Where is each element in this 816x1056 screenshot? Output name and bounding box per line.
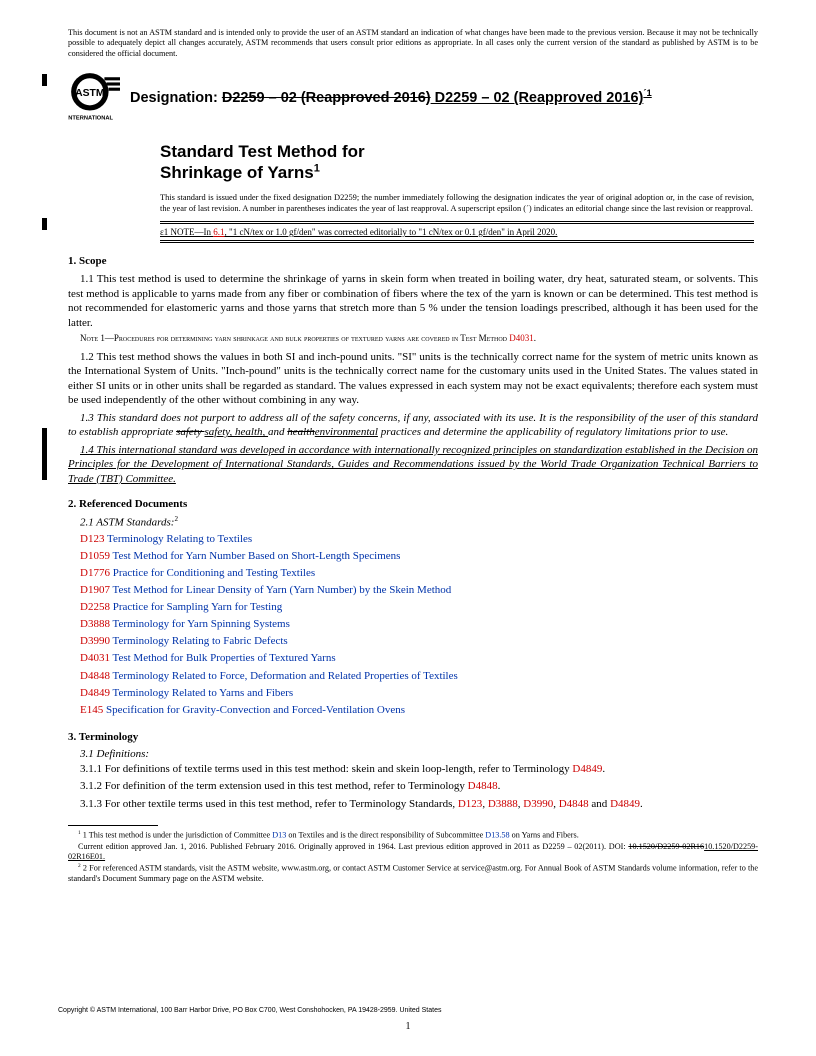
reference-item[interactable]: D1907 Test Method for Linear Density of … bbox=[80, 582, 758, 599]
ref-title[interactable]: Test Method for Yarn Number Based on Sho… bbox=[110, 550, 401, 562]
footnote-1: 1 1 This test method is under the jurisd… bbox=[68, 830, 758, 841]
ref-link[interactable]: 6.1 bbox=[213, 227, 224, 237]
para-1-3: 1.3 This standard does not purport to ad… bbox=[68, 411, 758, 440]
section-2-sub: 2.1 ASTM Standards:2 bbox=[68, 515, 758, 529]
ref-title[interactable]: Terminology Relating to Fabric Defects bbox=[110, 635, 288, 647]
svg-text:INTERNATIONAL: INTERNATIONAL bbox=[68, 115, 113, 121]
reference-item[interactable]: D1059 Test Method for Yarn Number Based … bbox=[80, 548, 758, 565]
designation-epsilon: ´1 bbox=[643, 87, 651, 98]
ref-link[interactable]: D4848 bbox=[559, 798, 589, 810]
ref-code[interactable]: D4849 bbox=[80, 687, 110, 699]
page-number: 1 bbox=[0, 1021, 816, 1032]
ref-title[interactable]: Specification for Gravity-Convection and… bbox=[103, 704, 405, 716]
para-3-1-2: 3.1.2 For definition of the term extensi… bbox=[68, 779, 758, 794]
reference-item[interactable]: D4031 Test Method for Bulk Properties of… bbox=[80, 650, 758, 667]
footnote-2: 2 2 For referenced ASTM standards, visit… bbox=[68, 863, 758, 885]
para-1-2: 1.2 This test method shows the values in… bbox=[68, 350, 758, 408]
ref-title[interactable]: Practice for Sampling Yarn for Testing bbox=[110, 601, 282, 613]
para-1-1: 1.1 This test method is used to determin… bbox=[68, 272, 758, 330]
ref-code[interactable]: D3888 bbox=[80, 618, 110, 630]
ref-link[interactable]: D4031 bbox=[509, 333, 534, 343]
change-bar bbox=[42, 74, 47, 86]
ref-title[interactable]: Terminology Related to Yarns and Fibers bbox=[110, 687, 293, 699]
ref-title[interactable]: Practice for Conditioning and Testing Te… bbox=[110, 567, 315, 579]
svg-text:ASTM: ASTM bbox=[75, 88, 104, 99]
ref-code[interactable]: D123 bbox=[80, 533, 104, 545]
ref-title[interactable]: Terminology Relating to Textiles bbox=[104, 533, 252, 545]
ref-title[interactable]: Test Method for Bulk Properties of Textu… bbox=[110, 652, 336, 664]
ref-link[interactable]: D4849 bbox=[610, 798, 640, 810]
title-line2: Shrinkage of Yarns1 bbox=[160, 162, 758, 183]
designation-label: Designation: bbox=[130, 90, 222, 106]
ref-title[interactable]: Terminology for Yarn Spinning Systems bbox=[110, 618, 290, 630]
reference-item[interactable]: D3888 Terminology for Yarn Spinning Syst… bbox=[80, 616, 758, 633]
section-2-head: 2. Referenced Documents bbox=[68, 498, 758, 510]
disclaimer-text: This document is not an ASTM standard an… bbox=[68, 28, 758, 59]
reference-item[interactable]: E145 Specification for Gravity-Convectio… bbox=[80, 702, 758, 719]
footnote-1b: Current edition approved Jan. 1, 2016. P… bbox=[68, 842, 758, 863]
ref-code[interactable]: D4848 bbox=[80, 670, 110, 682]
header-row: ASTM INTERNATIONAL Designation: D2259 – … bbox=[68, 71, 758, 123]
epsilon-note: ε1 NOTE—In 6.1, "1 cN/tex or 1.0 gf/den"… bbox=[160, 221, 754, 243]
change-bar bbox=[42, 218, 47, 230]
ref-code[interactable]: D3990 bbox=[80, 635, 110, 647]
reference-item[interactable]: D4848 Terminology Related to Force, Defo… bbox=[80, 668, 758, 685]
section-1-head: 1. Scope bbox=[68, 255, 758, 267]
ref-code[interactable]: D4031 bbox=[80, 652, 110, 664]
ref-code[interactable]: D1059 bbox=[80, 550, 110, 562]
ref-link[interactable]: D13.58 bbox=[485, 831, 509, 840]
reference-item[interactable]: D3990 Terminology Relating to Fabric Def… bbox=[80, 633, 758, 650]
ref-title[interactable]: Terminology Related to Force, Deformatio… bbox=[110, 670, 458, 682]
copyright-text: Copyright © ASTM International, 100 Barr… bbox=[58, 1007, 442, 1014]
designation-underline: D2259 – 02 (Reapproved 2016) bbox=[431, 90, 644, 106]
section-3-sub: 3.1 Definitions: bbox=[68, 748, 758, 760]
para-1-4: 1.4 This international standard was deve… bbox=[68, 443, 758, 487]
ref-link[interactable]: D4849 bbox=[572, 763, 602, 775]
ref-code[interactable]: D1907 bbox=[80, 584, 110, 596]
reference-item[interactable]: D123 Terminology Relating to Textiles bbox=[80, 531, 758, 548]
ref-link[interactable]: D123 bbox=[458, 798, 482, 810]
astm-logo: ASTM INTERNATIONAL bbox=[68, 71, 120, 123]
reference-item[interactable]: D4849 Terminology Related to Yarns and F… bbox=[80, 685, 758, 702]
reference-item[interactable]: D1776 Practice for Conditioning and Test… bbox=[80, 565, 758, 582]
footnote-rule bbox=[68, 825, 158, 826]
ref-code[interactable]: D2258 bbox=[80, 601, 110, 613]
note-1: Note 1—Procedures for determining yarn s… bbox=[68, 333, 758, 345]
ref-code[interactable]: E145 bbox=[80, 704, 103, 716]
para-3-1-3: 3.1.3 For other textile terms used in th… bbox=[68, 797, 758, 812]
designation-line: Designation: D2259 – 02 (Reapproved 2016… bbox=[130, 87, 652, 106]
reference-list: D123 Terminology Relating to TextilesD10… bbox=[80, 531, 758, 719]
ref-link[interactable]: D13 bbox=[272, 831, 286, 840]
ref-link[interactable]: D4848 bbox=[468, 780, 498, 792]
designation-strike: D2259 – 02 (Reapproved 2016) bbox=[222, 90, 431, 106]
issuance-note: This standard is issued under the fixed … bbox=[160, 193, 758, 215]
section-3-head: 3. Terminology bbox=[68, 731, 758, 743]
para-3-1-1: 3.1.1 For definitions of textile terms u… bbox=[68, 762, 758, 777]
ref-title[interactable]: Test Method for Linear Density of Yarn (… bbox=[110, 584, 451, 596]
change-bar bbox=[42, 428, 47, 480]
ref-link[interactable]: D3888 bbox=[488, 798, 518, 810]
title-line1: Standard Test Method for bbox=[160, 141, 758, 162]
ref-code[interactable]: D1776 bbox=[80, 567, 110, 579]
reference-item[interactable]: D2258 Practice for Sampling Yarn for Tes… bbox=[80, 599, 758, 616]
title-block: Standard Test Method for Shrinkage of Ya… bbox=[160, 141, 758, 184]
ref-link[interactable]: D3990 bbox=[523, 798, 553, 810]
